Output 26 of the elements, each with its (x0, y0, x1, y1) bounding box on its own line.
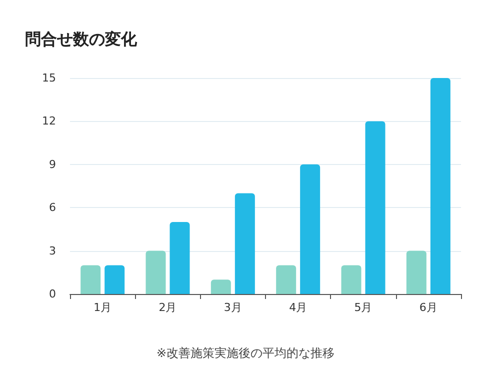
bar (80, 265, 101, 294)
bar (210, 280, 231, 294)
bar (365, 121, 386, 294)
bar (104, 265, 125, 294)
x-tick-label: 2月 (158, 301, 177, 314)
y-tick-label: 0 (49, 288, 56, 300)
bar (234, 193, 255, 294)
x-tick-label: 5月 (354, 301, 372, 314)
x-tick-label: 3月 (224, 301, 242, 314)
y-tick-label: 9 (49, 158, 56, 171)
x-tick-label: 1月 (94, 301, 112, 314)
chart-title: 問合せ数の変化 (25, 30, 138, 48)
y-tick-label: 6 (49, 201, 56, 214)
y-tick-label: 3 (49, 244, 56, 258)
text: ※改善施策実施後の平均的な推移 (156, 346, 335, 360)
y-tick-label: 12 (42, 114, 56, 128)
x-tick-label: 6月 (419, 301, 438, 314)
bar (300, 164, 320, 294)
bar (146, 250, 166, 294)
bar (276, 265, 296, 294)
bar (170, 222, 190, 294)
x-tick-label: 4月 (289, 301, 308, 314)
bar (406, 250, 426, 294)
bar (430, 78, 450, 294)
y-tick-label: 15 (42, 72, 56, 84)
bar (341, 265, 362, 294)
